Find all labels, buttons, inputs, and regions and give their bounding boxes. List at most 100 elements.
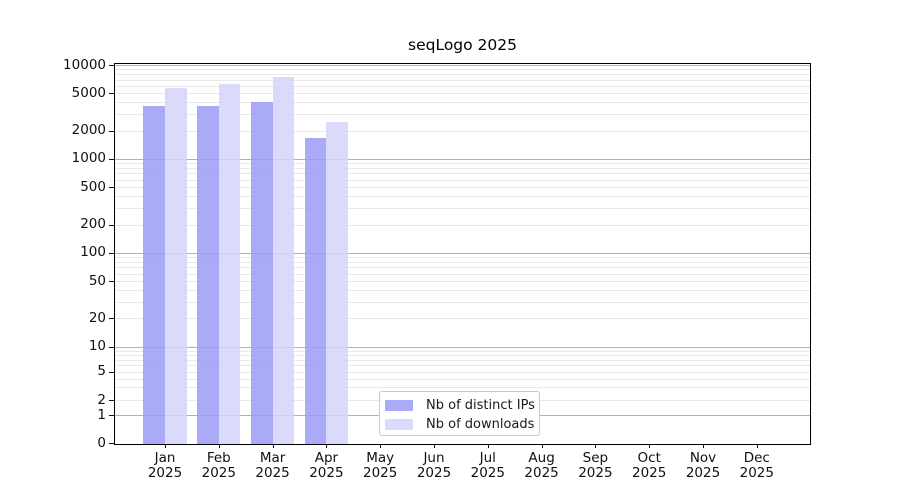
grid-line-major (115, 253, 810, 254)
grid-line-minor (115, 257, 810, 258)
bar-nb-of-downloads-apr (326, 121, 348, 444)
grid-line-minor (115, 168, 810, 169)
y-tick (109, 225, 114, 226)
y-tick (109, 65, 114, 66)
grid-line-minor (115, 187, 810, 188)
x-tick-label-may: May 2025 (363, 450, 398, 481)
x-tick (542, 444, 543, 448)
grid-line-minor (115, 387, 810, 388)
y-tick (109, 347, 114, 348)
x-tick (219, 444, 220, 448)
y-tick (109, 400, 114, 401)
y-tick-label-2000: 2000 (71, 122, 106, 139)
grid-line-minor (115, 360, 810, 361)
legend-swatch-distinct-ips (385, 400, 413, 411)
y-tick (109, 415, 114, 416)
grid-line-minor (115, 262, 810, 263)
y-tick (109, 281, 114, 282)
legend-label-downloads: Nb of downloads (426, 417, 535, 432)
y-tick-label-100: 100 (80, 244, 106, 261)
y-tick (109, 372, 114, 373)
y-tick (109, 93, 114, 94)
legend-label-distinct-ips: Nb of distinct IPs (426, 398, 535, 413)
y-tick-label-1000: 1000 (71, 150, 106, 167)
grid-line-minor (115, 102, 810, 103)
y-tick (109, 131, 114, 132)
grid-line-minor (115, 267, 810, 268)
grid-line-minor (115, 163, 810, 164)
grid-line-minor (115, 372, 810, 373)
x-tick-label-mar: Mar 2025 (255, 450, 290, 481)
grid-line-major (115, 347, 810, 348)
x-tick (434, 444, 435, 448)
y-tick-label-50: 50 (88, 272, 106, 289)
grid-line-minor (115, 196, 810, 197)
grid-line-minor (115, 93, 810, 94)
grid-line-minor (115, 225, 810, 226)
grid-line-minor (115, 131, 810, 132)
bar-nb-of-distinct-ips-feb (197, 106, 219, 444)
y-tick (109, 318, 114, 319)
bar-nb-of-distinct-ips-jan (143, 105, 165, 444)
y-tick (109, 443, 114, 444)
x-tick-label-jul: Jul 2025 (470, 450, 505, 481)
x-tick (326, 444, 327, 448)
x-tick (380, 444, 381, 448)
grid-line-major (115, 159, 810, 160)
grid-line-minor (115, 318, 810, 319)
grid-line-minor (115, 208, 810, 209)
legend-swatch-downloads (385, 419, 413, 430)
x-tick (595, 444, 596, 448)
bar-nb-of-downloads-jan (165, 87, 187, 444)
x-tick-label-nov: Nov 2025 (685, 450, 721, 481)
grid-line-minor (115, 355, 810, 356)
y-tick-label-10000: 10000 (63, 56, 106, 73)
x-tick-label-aug: Aug 2025 (524, 450, 559, 481)
y-tick-label-5000: 5000 (71, 84, 106, 101)
grid-line-minor (115, 180, 810, 181)
x-tick-label-feb: Feb 2025 (201, 450, 236, 481)
x-tick-label-apr: Apr 2025 (309, 450, 344, 481)
x-tick-label-oct: Oct 2025 (632, 450, 667, 481)
y-tick-label-2: 2 (97, 391, 106, 408)
grid-line-minor (115, 302, 810, 303)
grid-line-minor (115, 365, 810, 366)
bar-nb-of-distinct-ips-mar (251, 102, 273, 444)
grid-line-minor (115, 379, 810, 380)
x-tick-label-jan: Jan 2025 (147, 450, 183, 481)
y-tick-label-500: 500 (80, 178, 106, 195)
x-tick-label-jun: Jun 2025 (416, 450, 452, 481)
chart-title: seqLogo 2025 (408, 36, 517, 54)
grid-line-minor (115, 69, 810, 70)
bar-nb-of-downloads-mar (272, 77, 295, 444)
y-tick (109, 253, 114, 254)
x-tick-label-sep: Sep 2025 (578, 450, 613, 481)
legend-item-downloads: Nb of downloads (385, 415, 539, 434)
legend: Nb of distinct IPs Nb of downloads (379, 391, 540, 436)
grid-line-minor (115, 80, 810, 81)
grid-line-minor (115, 281, 810, 282)
grid-line-minor (115, 351, 810, 352)
grid-line-major (115, 65, 810, 66)
y-tick-label-0: 0 (97, 434, 106, 451)
y-tick-label-1: 1 (97, 406, 106, 423)
x-tick (649, 444, 650, 448)
grid-line-minor (115, 114, 810, 115)
bar-nb-of-downloads-feb (218, 84, 241, 444)
x-tick-label-dec: Dec 2025 (739, 450, 774, 481)
bar-nb-of-distinct-ips-apr (304, 138, 327, 444)
grid-line-minor (115, 173, 810, 174)
x-tick (488, 444, 489, 448)
grid-line-minor (115, 290, 810, 291)
x-tick (703, 444, 704, 448)
grid-line-minor (115, 74, 810, 75)
legend-item-distinct-ips: Nb of distinct IPs (385, 396, 539, 415)
y-tick-label-20: 20 (88, 309, 106, 326)
grid-line-minor (115, 86, 810, 87)
x-tick (165, 444, 166, 448)
y-tick-label-10: 10 (88, 338, 106, 355)
grid-line-minor (115, 274, 810, 275)
x-tick (273, 444, 274, 448)
y-tick (109, 159, 114, 160)
